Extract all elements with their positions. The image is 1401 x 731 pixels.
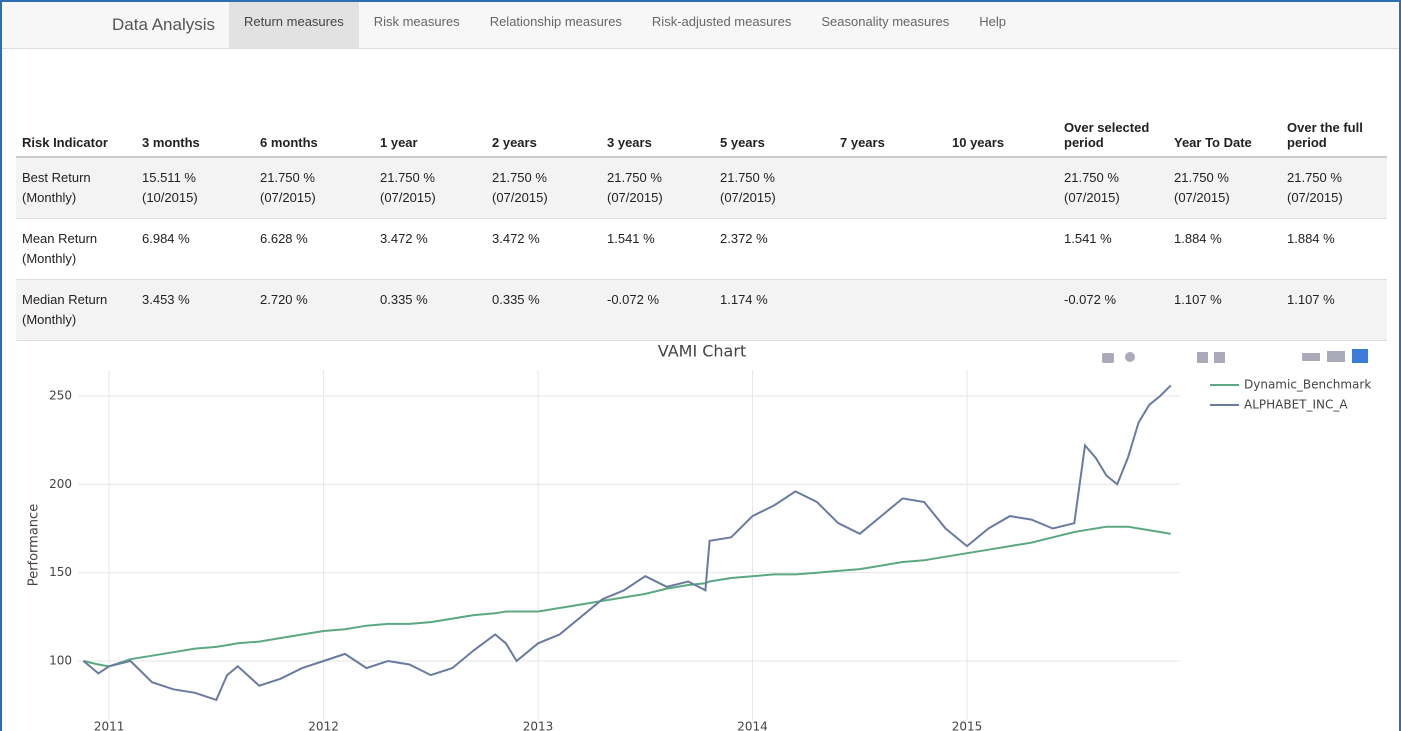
chart: VAMI Chart Performance 100 150 200 250 2011 201…: [27, 342, 1372, 731]
header-cell: 3 years: [601, 60, 714, 158]
y-tick-label: 200: [49, 477, 72, 491]
table-cell: 1.541 %: [601, 218, 714, 280]
table-cell: 1.884 %: [1281, 218, 1387, 280]
y-tick-label: 250: [49, 388, 72, 402]
table-cell: [834, 157, 946, 219]
table-cell: 21.750 % (07/2015): [714, 157, 834, 219]
header-cell: 2 years: [486, 60, 601, 158]
toolbar[interactable]: [1102, 349, 1368, 363]
brand: Data Analysis: [112, 15, 215, 34]
table-row: Best Return (Monthly) 15.511 % (10/2015) 2…: [16, 157, 1387, 219]
table-cell: 0.335 %: [374, 279, 486, 341]
y-tick-label: 100: [49, 653, 72, 667]
table-cell: 6.984 %: [136, 218, 254, 280]
header-cell: 1 year: [374, 60, 486, 158]
table-cell: 2.720 %: [254, 279, 374, 341]
nav-tab[interactable]: Seasonality measures: [821, 14, 950, 29]
table-cell: 1.541 %: [1058, 218, 1168, 280]
table-cell: 21.750 % (07/2015): [374, 157, 486, 219]
series-line: [83, 525, 1171, 668]
table-cell: 1.107 %: [1281, 279, 1387, 341]
nav-bar: Data Analysis Return measures Risk measure…: [2, 2, 1399, 49]
table-cell: 1.107 %: [1168, 279, 1281, 341]
tool-icon[interactable]: [1302, 353, 1320, 361]
nav-tab[interactable]: Return measures: [229, 2, 359, 48]
table-cell: 3.453 %: [136, 279, 254, 341]
measures-table: Risk Indicator 3 months 6 months 1 year 2 ye…: [16, 60, 1387, 341]
x-tick-label: 2013: [523, 720, 554, 731]
table-cell: 0.335 %: [486, 279, 601, 341]
header-cell: 10 years: [946, 60, 1058, 158]
table-cell: 21.750 % (07/2015): [1168, 157, 1281, 219]
header-cell: Year To Date: [1168, 60, 1281, 158]
table-cell: 21.750 % (07/2015): [486, 157, 601, 219]
tool-icon[interactable]: [1352, 349, 1368, 363]
header-cell: 7 years: [834, 60, 946, 158]
y-tick-label: 150: [49, 565, 72, 579]
header-cell: 6 months: [254, 60, 374, 158]
tool-icon[interactable]: [1125, 352, 1135, 362]
table-cell: Best Return (Monthly): [16, 157, 136, 219]
nav-tab[interactable]: Relationship measures: [489, 14, 622, 29]
header-cell: Over selected period: [1058, 60, 1168, 158]
table-cell: [946, 279, 1058, 341]
table-cell: 1.174 %: [714, 279, 834, 341]
table-cell: Median Return (Monthly): [16, 279, 136, 341]
table-cell: 21.750 % (07/2015): [254, 157, 374, 219]
series-line: [82, 384, 1172, 702]
table-cell: 6.628 %: [254, 218, 374, 280]
x-tick-label: 2014: [737, 720, 768, 731]
table-cell: 3.472 %: [374, 218, 486, 280]
table-row: Mean Return (Monthly) 6.984 % 6.628 % 3.472…: [16, 218, 1387, 280]
nav-tab[interactable]: Risk measures: [373, 14, 460, 29]
table-cell: 3.472 %: [486, 218, 601, 280]
tool-icon[interactable]: [1327, 351, 1345, 362]
table-cell: 21.750 % (07/2015): [1281, 157, 1387, 219]
table-cell: [834, 279, 946, 341]
tool-icon[interactable]: [1214, 352, 1225, 363]
header-row: Risk Indicator 3 months 6 months 1 year 2 ye…: [16, 60, 1387, 158]
x-tick-label: 2012: [308, 720, 339, 731]
table-cell: 15.511 % (10/2015): [136, 157, 254, 219]
table-cell: [946, 218, 1058, 280]
tool-icon[interactable]: [1102, 353, 1114, 363]
table-row: Median Return (Monthly) 3.453 % 2.720 % 0.3…: [16, 279, 1387, 341]
header-cell: Risk Indicator: [16, 60, 136, 158]
table-cell: -0.072 %: [601, 279, 714, 341]
table-cell: 1.884 %: [1168, 218, 1281, 280]
table-cell: 2.372 %: [714, 218, 834, 280]
tool-icon[interactable]: [1197, 352, 1208, 363]
legend-label: Dynamic_Benchmark: [1244, 378, 1371, 392]
header-cell: Over the full period: [1281, 60, 1387, 158]
chart-title: VAMI Chart: [658, 342, 746, 361]
table-cell: -0.072 %: [1058, 279, 1168, 341]
y-axis-label: Performance: [27, 504, 42, 586]
table-cell: 21.750 % (07/2015): [1058, 157, 1168, 219]
table-cell: Mean Return (Monthly): [16, 218, 136, 280]
x-tick-label: 2015: [952, 720, 983, 731]
header-cell: 3 months: [136, 60, 254, 158]
table-cell: 21.750 % (07/2015): [601, 157, 714, 219]
header-cell: 5 years: [714, 60, 834, 158]
table-cell: [834, 218, 946, 280]
nav-tab[interactable]: Risk-adjusted measures: [651, 14, 792, 29]
legend-label: ALPHABET_INC_A: [1244, 398, 1348, 412]
nav-tab[interactable]: Help: [979, 14, 1007, 29]
table-cell: [946, 157, 1058, 219]
x-tick-label: 2011: [94, 720, 125, 731]
